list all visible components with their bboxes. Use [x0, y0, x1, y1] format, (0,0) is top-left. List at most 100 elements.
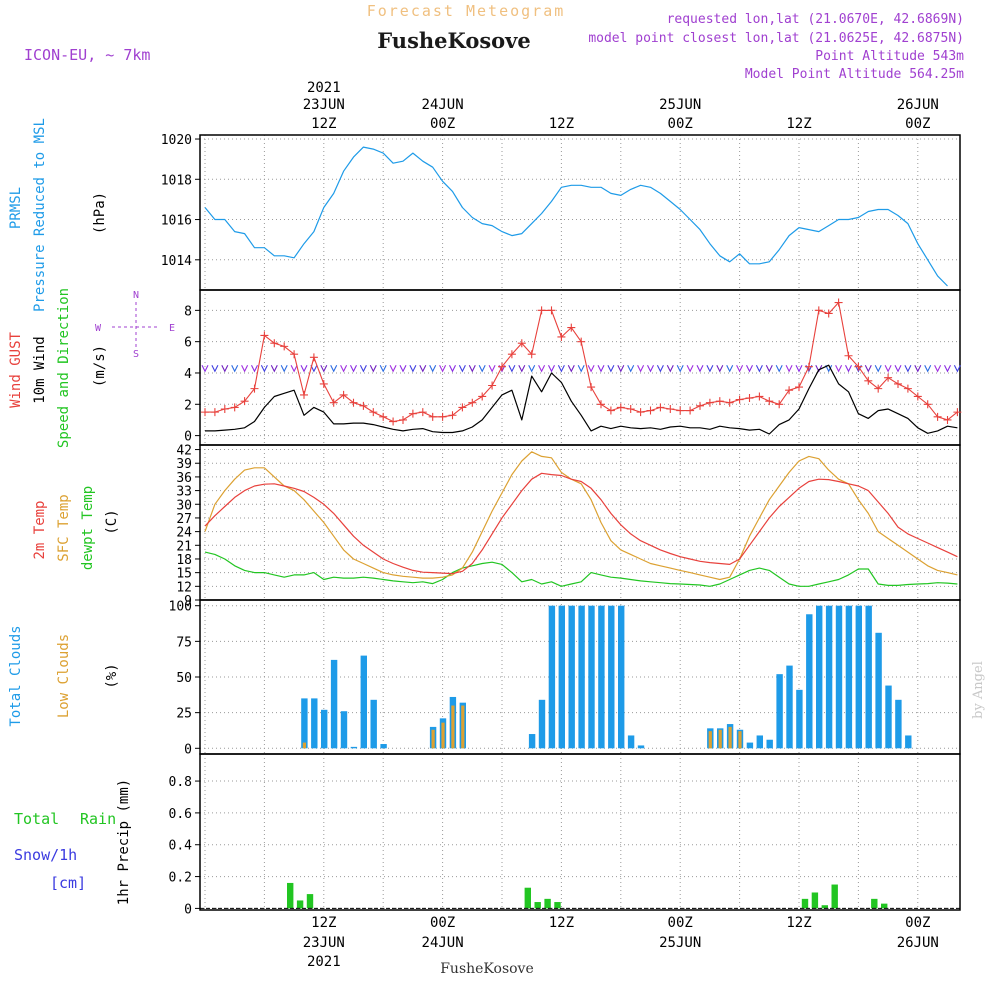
gust-marker	[705, 398, 714, 407]
wind-direction-arrow	[518, 365, 526, 373]
time-label-bottom: 00Z	[430, 915, 455, 931]
wind-direction-arrow	[953, 365, 961, 373]
wind-direction-arrow	[359, 365, 367, 373]
axis-label-celsius: (C)	[104, 509, 120, 534]
gust-marker	[923, 400, 932, 409]
y-tick-label: 6	[184, 336, 192, 351]
total-cloud-bar	[895, 699, 902, 749]
wind-direction-arrow	[904, 365, 912, 373]
wind-direction-arrow	[528, 365, 536, 373]
gust-marker	[339, 390, 348, 399]
wind-direction-arrow	[736, 365, 744, 373]
gust-marker	[636, 408, 645, 417]
total-cloud-bar	[528, 734, 536, 749]
wind-direction-arrow	[765, 365, 773, 373]
gust-marker	[309, 353, 318, 362]
rain-bar	[811, 892, 819, 909]
wind-direction-arrow	[478, 365, 486, 373]
legend-cm: [cm]	[50, 874, 86, 892]
total-cloud-bar	[816, 605, 823, 749]
low-cloud-bar	[441, 722, 445, 749]
model-altitude: Model Point Altitude 564.25m	[745, 67, 964, 82]
wind-direction-arrow	[260, 365, 268, 373]
axis-label-10m-wind: 10m Wind	[32, 336, 48, 403]
wind-direction-arrow	[944, 365, 951, 373]
gust-marker	[319, 379, 328, 388]
gust-marker	[824, 309, 833, 318]
total-cloud-bar	[608, 605, 615, 749]
wind-direction-arrow	[270, 365, 278, 373]
y-tick-label: 0.4	[169, 839, 193, 854]
total-cloud-bar	[885, 685, 892, 749]
gust-marker	[953, 408, 962, 417]
gust-marker	[478, 392, 487, 401]
wind-direction-arrow	[607, 365, 615, 373]
total-cloud-bar	[806, 614, 813, 749]
panel-frame	[199, 134, 961, 291]
gust-marker	[696, 401, 704, 410]
gust-marker	[290, 350, 299, 359]
axis-label-percent: (%)	[104, 663, 120, 688]
footer-title: FusheKosove	[440, 961, 534, 977]
time-label-top: 00Z	[905, 116, 930, 132]
date-label-bottom: 23JUN	[303, 935, 345, 951]
rain-bar	[287, 882, 294, 909]
wind-direction-arrow	[508, 365, 516, 373]
gust-marker	[943, 415, 952, 424]
y-tick-label: 15	[176, 567, 192, 582]
series-prmsl	[204, 146, 948, 287]
time-label-top: 00Z	[430, 116, 455, 132]
total-cloud-bar	[855, 605, 862, 749]
low-cloud-bar	[431, 729, 435, 749]
wind-direction-arrow	[656, 365, 664, 373]
wind-direction-arrow	[746, 365, 753, 373]
low-cloud-bar	[708, 731, 712, 749]
gust-marker	[567, 323, 576, 332]
time-label-bottom: 00Z	[668, 915, 693, 931]
wind-direction-arrow	[211, 365, 219, 373]
y-tick-label: 25	[176, 707, 192, 722]
axis-label-prmsl: PRMSL	[8, 187, 24, 229]
wind-direction-arrow	[825, 365, 833, 373]
wind-direction-arrow	[369, 365, 377, 373]
gust-marker	[240, 397, 249, 406]
wind-direction-arrow	[458, 365, 466, 373]
date-label-top: 23JUN	[303, 97, 345, 113]
total-cloud-bar	[598, 605, 605, 749]
compass-west: W	[95, 323, 102, 334]
total-cloud-bar	[321, 709, 328, 749]
gust-marker	[755, 392, 764, 401]
legend-total: Total	[14, 810, 59, 828]
wind-direction-arrow	[201, 365, 209, 373]
gust-marker	[201, 408, 209, 417]
y-tick-label: 39	[176, 457, 192, 472]
gust-marker	[587, 383, 596, 392]
rain-bar	[554, 902, 561, 909]
series-wind-gust	[205, 301, 958, 423]
gust-marker	[715, 397, 724, 406]
wind-direction-arrow	[617, 365, 625, 373]
wind-direction-arrow	[934, 365, 942, 373]
total-cloud-bar	[627, 735, 635, 749]
total-cloud-bar	[350, 746, 358, 749]
time-label-bottom: 12Z	[549, 915, 574, 931]
time-label-top: 12Z	[549, 116, 574, 132]
gust-marker	[765, 397, 774, 406]
y-tick-label: 1020	[161, 133, 192, 148]
y-tick-label: 30	[176, 498, 192, 513]
gust-marker	[785, 386, 794, 395]
year-label-bottom: 2021	[307, 954, 341, 970]
total-cloud-bar	[578, 605, 585, 749]
rain-bar	[534, 902, 541, 909]
wind-direction-arrow	[577, 365, 585, 373]
axis-label-2m-temp: 2m Temp	[32, 500, 48, 559]
y-tick-label: 33	[176, 485, 192, 500]
y-tick-label: 18	[176, 553, 192, 568]
total-cloud-bar	[786, 665, 793, 749]
y-tick-label: 0	[184, 902, 192, 917]
y-tick-label: 1014	[161, 254, 192, 269]
total-cloud-bar	[875, 632, 882, 749]
wind-direction-arrow	[330, 365, 338, 373]
gust-marker	[458, 403, 467, 412]
